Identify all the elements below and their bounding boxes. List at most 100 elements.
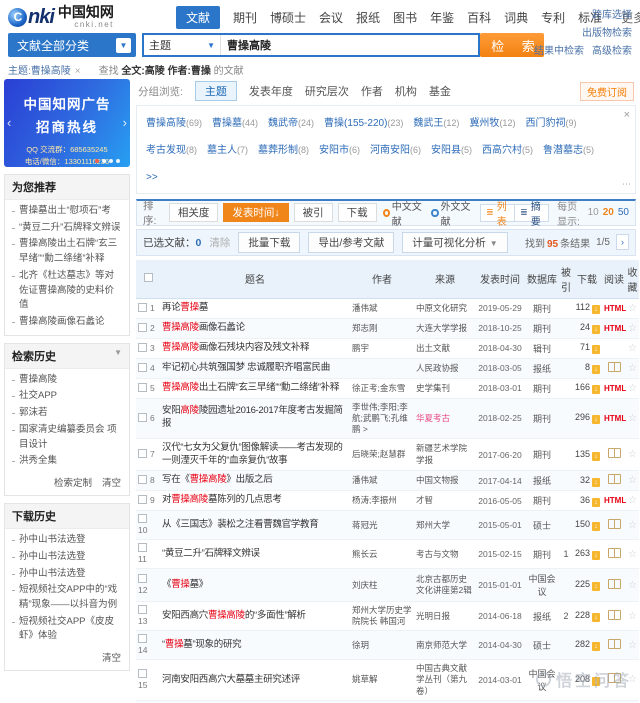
per-page-option[interactable]: 10 bbox=[587, 207, 599, 219]
keyword-facet[interactable]: 考古发现(8) bbox=[146, 145, 197, 157]
read-online-icon[interactable] bbox=[607, 361, 621, 372]
sort-option[interactable]: 发表时间↓ bbox=[223, 203, 289, 223]
keyword-facet[interactable]: 曹操(155-220)(23) bbox=[324, 118, 404, 129]
download-icon[interactable]: ↓ bbox=[592, 582, 600, 592]
download-icon[interactable]: ↓ bbox=[592, 613, 600, 623]
result-authors[interactable]: 郑州大学历史学院院长 韩国河 bbox=[350, 601, 414, 632]
favorite-star-icon[interactable]: ☆ bbox=[628, 579, 637, 591]
result-authors[interactable]: 潘伟斌 bbox=[350, 470, 414, 492]
checkbox-icon[interactable] bbox=[138, 574, 147, 584]
read-online-icon[interactable] bbox=[607, 638, 621, 649]
html-read-link[interactable]: HTML bbox=[604, 383, 626, 393]
download-icon[interactable]: ↓ bbox=[592, 415, 600, 425]
result-authors[interactable]: 鹏宇 bbox=[350, 338, 414, 359]
result-source[interactable]: 出土文献 bbox=[414, 338, 476, 359]
result-title-link[interactable]: 河南安阳西高穴大墓墓主研究述评 bbox=[160, 659, 350, 701]
per-page-option[interactable]: 20 bbox=[602, 207, 614, 219]
result-source[interactable]: 中国文物报 bbox=[414, 470, 476, 492]
free-subscribe-link[interactable]: 免费订阅 bbox=[580, 81, 634, 101]
favorite-star-icon[interactable]: ☆ bbox=[628, 449, 637, 461]
sort-option[interactable]: 被引 bbox=[293, 203, 333, 223]
nav-item[interactable]: 专利 bbox=[541, 10, 566, 25]
favorite-star-icon[interactable]: ☆ bbox=[628, 495, 637, 507]
download-history-item[interactable]: 孙中山书法选登 bbox=[11, 532, 123, 549]
result-downloads[interactable]: 279↓ bbox=[572, 700, 602, 703]
chinese-literature-toggle[interactable]: 中文文献 bbox=[382, 198, 424, 228]
result-source[interactable]: 史学集刊 bbox=[414, 378, 476, 399]
category-button[interactable]: 文献全部分类 ▼ bbox=[8, 33, 136, 57]
recommend-item[interactable]: 曹操高陵出土石牌“玄三早绪”“勳二绦绪”补释 bbox=[11, 236, 123, 267]
checkbox-icon[interactable] bbox=[138, 322, 147, 332]
history-clear-link[interactable]: 清空 bbox=[101, 478, 121, 490]
favorite-star-icon[interactable]: ☆ bbox=[628, 548, 637, 560]
cross-db-link[interactable]: 跨库选择 bbox=[592, 10, 632, 21]
checkbox-icon[interactable] bbox=[138, 362, 147, 372]
checkbox-icon[interactable] bbox=[138, 475, 147, 485]
group-tab-作者[interactable]: 作者 bbox=[360, 86, 383, 98]
nav-item[interactable]: 标准 bbox=[578, 10, 603, 25]
result-source[interactable]: 中国古典文献学丛刊（第九卷） bbox=[414, 659, 476, 701]
nav-item[interactable]: 年鉴 bbox=[430, 10, 455, 25]
search-in-results-link[interactable]: 结果中检索 bbox=[534, 46, 584, 57]
publication-search-link[interactable]: 出版物检索 bbox=[582, 28, 632, 39]
result-source[interactable]: 大连大学学报 bbox=[414, 318, 476, 339]
keyword-facet[interactable]: 河南安阳(6) bbox=[370, 145, 421, 157]
result-authors[interactable]: 李世伟;李阳;李航;武鹏飞;孔维鹏 > bbox=[350, 398, 414, 439]
result-authors[interactable]: 后晓荣;赵慧群 bbox=[350, 438, 414, 472]
download-icon[interactable]: ↓ bbox=[592, 451, 600, 461]
nav-item[interactable]: 图书 bbox=[393, 10, 418, 25]
nav-item[interactable]: 博硕士 bbox=[270, 10, 307, 25]
checkbox-icon[interactable] bbox=[138, 412, 147, 422]
result-title-link[interactable]: 对曹操高陵墓陈列的几点思考 bbox=[160, 490, 350, 512]
result-downloads[interactable]: 71 ↓ bbox=[572, 338, 602, 359]
group-tab-研究层次[interactable]: 研究层次 bbox=[304, 86, 349, 98]
search-input[interactable] bbox=[221, 35, 478, 55]
batch-download-button[interactable]: 批量下载 bbox=[238, 231, 301, 253]
carousel-dots[interactable] bbox=[95, 159, 120, 163]
result-source[interactable]: 才智 bbox=[414, 490, 476, 512]
read-online-icon[interactable] bbox=[607, 474, 621, 485]
result-authors[interactable]: 熊长云 bbox=[350, 539, 414, 570]
favorite-star-icon[interactable]: ☆ bbox=[628, 412, 637, 424]
favorite-star-icon[interactable]: ☆ bbox=[628, 639, 637, 651]
result-authors[interactable]: 杨涛;李振州 bbox=[350, 490, 414, 512]
result-downloads[interactable]: 8 ↓ bbox=[572, 358, 602, 379]
html-read-link[interactable]: HTML bbox=[604, 323, 626, 333]
keyword-facet[interactable]: 冀州牧(12) bbox=[469, 118, 516, 129]
visual-analysis-button[interactable]: 计量可视化分析 ▼ bbox=[402, 231, 508, 253]
keyword-facet[interactable]: 魏武王(12) bbox=[413, 118, 460, 129]
read-online-icon[interactable] bbox=[607, 448, 621, 459]
html-read-link[interactable]: HTML bbox=[604, 303, 626, 313]
result-source[interactable]: 光明日报 bbox=[414, 601, 476, 632]
checkbox-icon[interactable] bbox=[138, 342, 147, 352]
recommend-item[interactable]: 曹操高陵画像石蠡论 bbox=[11, 314, 123, 331]
download-icon[interactable]: ↓ bbox=[592, 642, 600, 652]
nav-item[interactable]: 报纸 bbox=[356, 10, 381, 25]
result-downloads[interactable]: 112 ↓ bbox=[572, 298, 602, 319]
nav-item[interactable]: 文献 bbox=[176, 5, 221, 29]
result-title-link[interactable]: 安阳西高穴曹操高陵的“多面性”解析 bbox=[160, 601, 350, 632]
download-icon[interactable]: ↓ bbox=[592, 676, 600, 686]
favorite-star-icon[interactable]: ☆ bbox=[628, 475, 637, 487]
favorite-star-icon[interactable]: ☆ bbox=[628, 610, 637, 622]
result-authors[interactable]: 姚草解 bbox=[350, 659, 414, 701]
nav-item[interactable]: 百科 bbox=[467, 10, 492, 25]
checkbox-icon[interactable] bbox=[138, 495, 147, 505]
result-downloads[interactable]: 263 ↓ bbox=[572, 539, 602, 570]
result-title-link[interactable]: 写在《曹操高陵》出版之后 bbox=[160, 470, 350, 492]
keyword-facet[interactable]: 魏武帝(24) bbox=[268, 118, 315, 129]
keyword-facet[interactable]: 鲁潜墓志(5) bbox=[543, 145, 594, 157]
download-icon[interactable]: ↓ bbox=[592, 551, 600, 561]
nav-item[interactable]: 会议 bbox=[319, 10, 344, 25]
download-history-item[interactable]: 孙中山书法选登 bbox=[11, 566, 123, 583]
checkbox-icon[interactable] bbox=[138, 668, 147, 678]
clear-selection-link[interactable]: 清除 bbox=[209, 236, 231, 249]
recommend-item[interactable]: “黄豆二升”石牌释文辨误 bbox=[11, 220, 123, 237]
checkbox-icon[interactable] bbox=[138, 634, 147, 644]
foreign-literature-toggle[interactable]: 外文文献 bbox=[431, 198, 472, 228]
checkbox-icon[interactable] bbox=[138, 514, 147, 524]
close-icon[interactable]: × bbox=[74, 66, 81, 77]
favorite-star-icon[interactable]: ☆ bbox=[628, 674, 637, 686]
select-all-header[interactable] bbox=[136, 259, 160, 299]
result-source[interactable]: 北京古都历史文化讲座第2辑 bbox=[414, 568, 476, 603]
